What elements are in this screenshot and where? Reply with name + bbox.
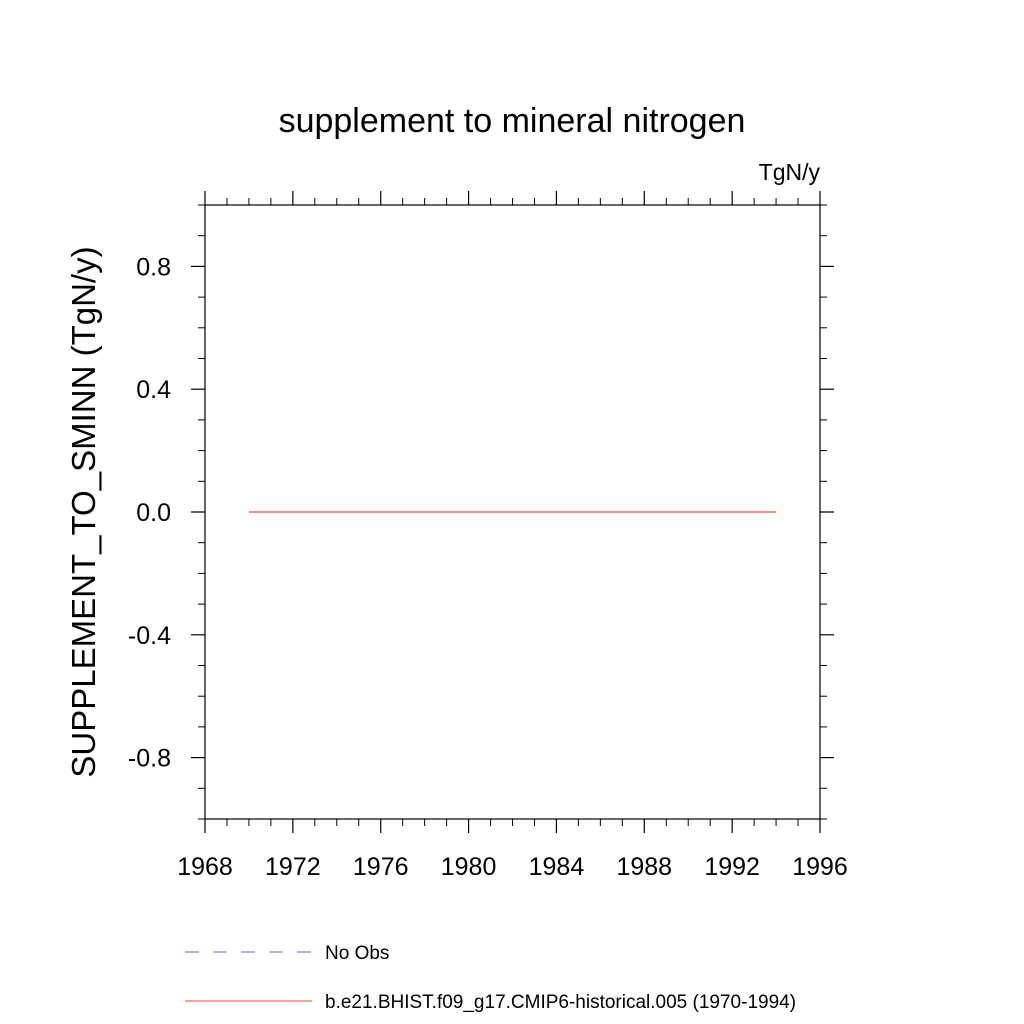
chart-title: supplement to mineral nitrogen — [279, 102, 746, 140]
legend: No Obs b.e21.BHIST.f09_g17.CMIP6-historic… — [185, 943, 796, 1013]
axis-ticks: 1968 1972 1976 1980 1984 1988 1992 1996 -0.8 -0.4… — [128, 191, 848, 881]
x-tick-label: 1976 — [353, 853, 409, 881]
y-tick-label: -0.4 — [128, 622, 171, 650]
y-tick-label: -0.8 — [128, 745, 171, 773]
y-tick-label: 0.4 — [136, 376, 171, 404]
x-tick-label: 1996 — [792, 853, 848, 881]
legend-label: b.e21.BHIST.f09_g17.CMIP6-historical.005… — [325, 992, 796, 1013]
x-tick-label: 1968 — [177, 853, 233, 881]
x-tick-label: 1988 — [616, 853, 672, 881]
y-tick-label: 0.0 — [136, 499, 171, 527]
legend-label: No Obs — [325, 943, 389, 964]
x-tick-label: 1972 — [265, 853, 321, 881]
x-tick-label: 1980 — [441, 853, 497, 881]
units-label: TgN/y — [759, 159, 821, 185]
x-tick-label: 1992 — [704, 853, 760, 881]
y-axis-label: SUPPLEMENT_TO_SMINN (TgN/y) — [65, 246, 102, 777]
y-tick-label: 0.8 — [136, 253, 171, 281]
x-tick-label: 1984 — [529, 853, 585, 881]
